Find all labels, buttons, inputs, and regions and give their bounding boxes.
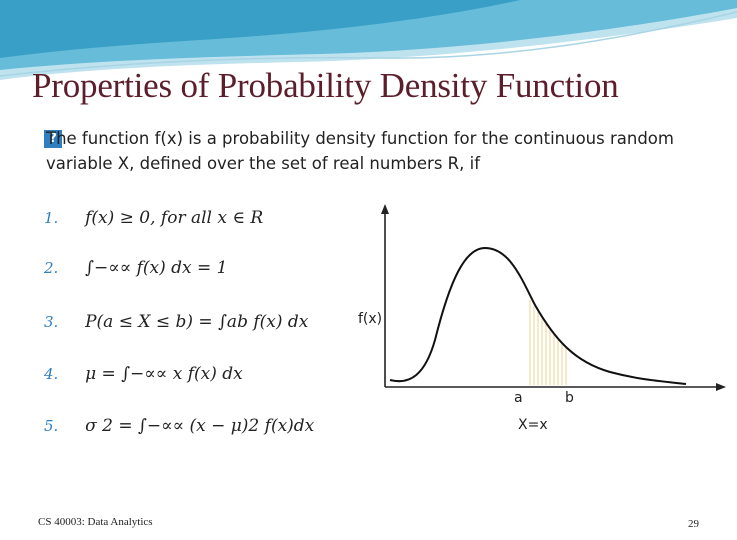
property-number: 5. bbox=[44, 417, 59, 435]
x-axis-label: X=x bbox=[518, 417, 548, 433]
property-formula: σ 2 = ∫−∝∝ (x − μ)2 f(x)dx bbox=[85, 416, 315, 436]
property-1: 1. f(x) ≥ 0, for all x ∈ R bbox=[44, 208, 263, 228]
property-4: 4. μ = ∫−∝∝ x f(x) dx bbox=[44, 364, 243, 384]
y-axis-arrow bbox=[381, 204, 389, 214]
a-label: a bbox=[514, 390, 523, 406]
property-number: 4. bbox=[44, 365, 59, 383]
property-3: 3. P(a ≤ X ≤ b) = ∫ab f(x) dx bbox=[44, 312, 308, 332]
y-axis-label: f(x) bbox=[358, 311, 382, 327]
page-number: 29 bbox=[688, 518, 699, 530]
footer-course: CS 40003: Data Analytics bbox=[38, 516, 153, 528]
x-axis-arrow bbox=[716, 383, 726, 391]
slide-title: Properties of Probability Density Functi… bbox=[32, 66, 619, 105]
shaded-area bbox=[529, 300, 567, 385]
property-number: 2. bbox=[44, 259, 59, 277]
density-curve bbox=[389, 246, 687, 385]
property-number: 1. bbox=[44, 209, 59, 227]
property-formula: μ = ∫−∝∝ x f(x) dx bbox=[85, 364, 243, 384]
header-wave-decoration bbox=[0, 0, 737, 80]
bullet-icon: ? bbox=[44, 130, 62, 148]
property-formula: f(x) ≥ 0, for all x ∈ R bbox=[85, 208, 264, 228]
pdf-graph: f(x) a b X=x bbox=[358, 204, 726, 433]
property-5: 5. σ 2 = ∫−∝∝ (x − μ)2 f(x)dx bbox=[44, 416, 314, 436]
b-label: b bbox=[565, 390, 574, 406]
property-formula: P(a ≤ X ≤ b) = ∫ab f(x) dx bbox=[85, 312, 309, 332]
intro-line-1: The function f(x) is a probability densi… bbox=[46, 129, 674, 148]
intro-line-2: variable X, defined over the set of real… bbox=[46, 154, 481, 173]
intro-text: The function f(x) is a probability densi… bbox=[46, 126, 706, 176]
property-2: 2. ∫−∝∝ f(x) dx = 1 bbox=[44, 258, 228, 278]
property-formula: ∫−∝∝ f(x) dx = 1 bbox=[85, 258, 228, 278]
property-number: 3. bbox=[44, 313, 59, 331]
